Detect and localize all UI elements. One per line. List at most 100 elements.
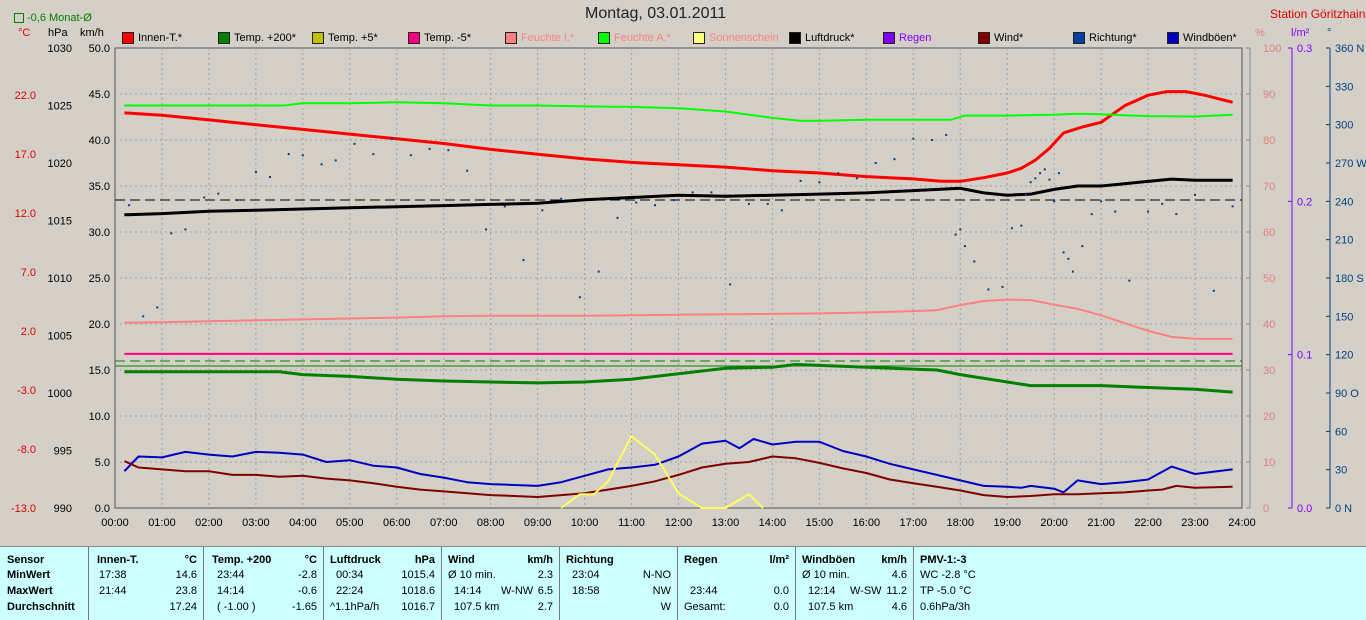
direction-point [1043, 168, 1046, 171]
direction-point [654, 204, 656, 207]
legend-item: Feuchte I.* [505, 31, 574, 45]
series-line-feuchte-i- [124, 298, 1233, 340]
grid-lines [115, 48, 1242, 508]
direction-point [954, 233, 957, 236]
pmv-windchill: WC -2.8 °C [920, 569, 976, 581]
dir-tick-label: 0 N [1335, 503, 1352, 515]
legend-item: Temp. -5* [408, 31, 471, 45]
legend-item: Richtung* [1073, 31, 1137, 45]
direction-point [1231, 205, 1234, 208]
unit-rain: l/m² [1291, 27, 1310, 39]
direction-point [522, 259, 525, 262]
legend-label: Windböen* [1183, 32, 1237, 44]
col-temp200: Temp. +200 °C 23:44 -2.8 14:14 -0.6 ( -1.00… [204, 547, 324, 620]
unit-kmh: km/h [80, 27, 104, 39]
legend-item: Feuchte A.* [598, 31, 671, 45]
series-line-windb-en [123, 438, 1233, 494]
pmv-pressure-trend: 0.6hPa/3h [920, 601, 971, 613]
regen-max-value: 0.0 [773, 585, 789, 597]
x-tick-label: 24:00 [1228, 517, 1256, 529]
legend-item: Innen-T.* [122, 31, 182, 45]
col-sensor: Sensor MinWert MaxWert Durchschnitt [0, 547, 89, 620]
x-tick-label: 20:00 [1040, 517, 1068, 529]
luftdruck-unit: hPa [414, 554, 435, 566]
direction-point [1062, 251, 1065, 254]
richtung-max-value: NW [652, 585, 671, 597]
col-regen: Regen l/m² 23:44 0.0 Gesamt: 0.0 [678, 547, 796, 620]
luftdruck-max-value: 1018.6 [401, 585, 435, 597]
wind-avg10-label: Ø 10 min. [448, 569, 496, 581]
direction-point [184, 228, 187, 231]
x-tick-label: 16:00 [853, 517, 881, 529]
direction-point [837, 172, 840, 175]
innen-header: Innen-T. [97, 554, 139, 566]
temp200-header: Temp. +200 [212, 554, 272, 566]
regen-unit: l/m² [769, 554, 789, 566]
direction-point [1039, 172, 1042, 175]
direction-point [729, 283, 732, 286]
direction-point [973, 260, 976, 263]
col-innen: Innen-T. °C 17:38 14.6 21:44 23.8 17.24 [89, 547, 204, 620]
hpa-tick-label: 1015 [48, 216, 72, 228]
dir-tick-label: 90 O [1335, 388, 1359, 400]
x-tick-label: 15:00 [806, 517, 834, 529]
dir-tick-label: 270 W [1335, 158, 1366, 170]
direction-point [1194, 193, 1196, 196]
sensor-header: Sensor [7, 554, 45, 566]
legend-item: Windböen* [1167, 31, 1237, 45]
direction-point [1010, 227, 1013, 230]
legend-label: Temp. -5* [424, 32, 472, 44]
pct-tick-label: 50 [1263, 273, 1275, 285]
legend-swatch [505, 32, 517, 44]
direction-point [320, 163, 323, 166]
regen-max-time: 23:44 [690, 585, 718, 597]
dir-tick-label: 120 [1335, 350, 1353, 362]
legend-swatch [789, 32, 801, 44]
richtung-header: Richtung [566, 554, 614, 566]
kmh-tick-label: 30.0 [89, 227, 110, 239]
direction-point [466, 169, 469, 172]
celsius-tick-label: 12.0 [15, 208, 36, 220]
kmh-tick-label: 15.0 [89, 365, 110, 377]
direction-point [1100, 200, 1103, 203]
direction-point [1212, 289, 1215, 292]
legend-swatch [218, 32, 230, 44]
wind-direction-points [128, 133, 1234, 318]
legend-item: Regen [883, 31, 931, 45]
pct-tick-label: 40 [1263, 319, 1275, 331]
direction-point [1025, 193, 1027, 196]
wind-unit: km/h [527, 554, 553, 566]
dir-tick-label: 30 [1335, 465, 1347, 477]
pct-tick-label: 10 [1263, 457, 1275, 469]
direction-point [1048, 178, 1051, 181]
x-tick-label: 12:00 [665, 517, 693, 529]
dir-tick-label: 240 [1335, 196, 1353, 208]
windboen-avg10-value: 4.6 [891, 569, 907, 581]
x-tick-label: 00:00 [101, 517, 129, 529]
direction-point [912, 137, 915, 140]
legend-label: Feuchte I.* [521, 32, 575, 44]
direction-point [874, 162, 877, 164]
direction-point [1161, 202, 1164, 205]
direction-point [1114, 210, 1117, 213]
legend-label: Feuchte A.* [614, 32, 671, 44]
luftdruck-avg-value: 1016.7 [401, 601, 435, 613]
avg-label: Durchschnitt [7, 601, 75, 613]
x-tick-label: 08:00 [477, 517, 505, 529]
max-label: MaxWert [7, 585, 53, 597]
direction-point [893, 158, 896, 161]
x-tick-label: 07:00 [430, 517, 458, 529]
series-line-luftdruck [124, 177, 1233, 217]
wind-max-dir: W-NW [501, 585, 534, 597]
direction-point [635, 201, 638, 204]
pct-tick-label: 70 [1263, 181, 1275, 193]
x-tick-label: 18:00 [946, 517, 974, 529]
legend-swatch [1073, 32, 1085, 44]
direction-point [428, 147, 431, 150]
weather-chart: 00:00 01:00 02:00 03:00 04:00 05:00 06:00 07:00… [10, 43, 1366, 529]
checkbox-icon [14, 13, 24, 24]
innen-max-value: 23.8 [175, 585, 197, 597]
wind-max-value: 6.5 [537, 585, 553, 597]
celsius-tick-label: 2.0 [21, 326, 36, 338]
pct-tick-label: 20 [1263, 411, 1275, 423]
